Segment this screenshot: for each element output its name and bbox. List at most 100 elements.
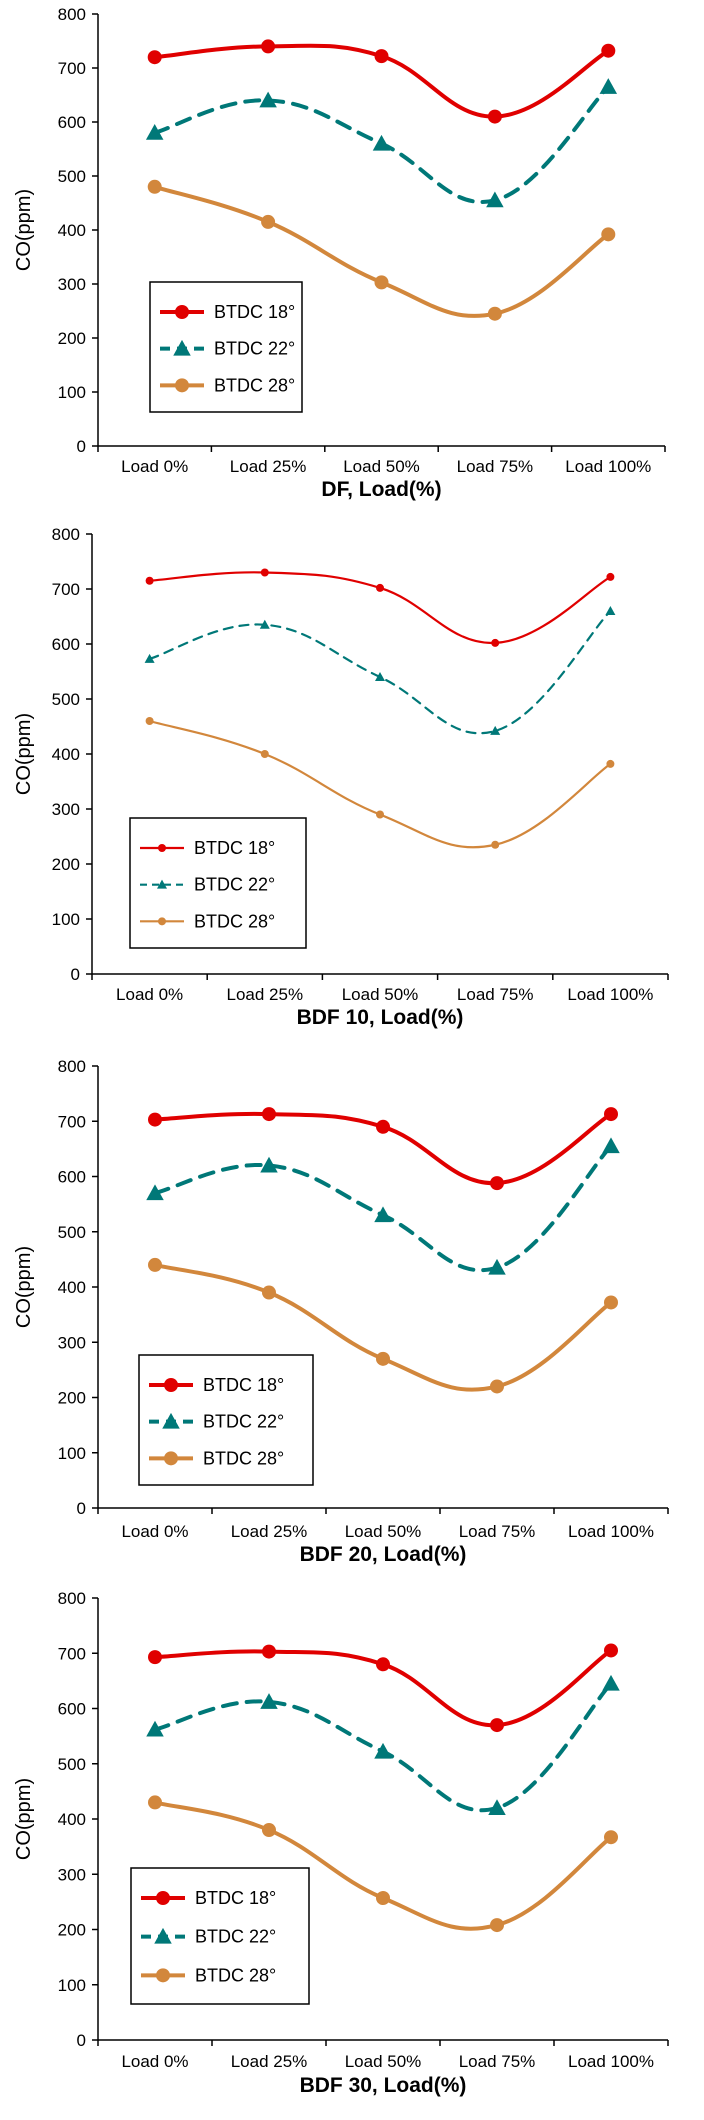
data-point: [260, 1693, 278, 1709]
y-tick-label: 300: [58, 275, 86, 294]
legend-label: BTDC 22°: [195, 1927, 276, 1947]
series-1: [147, 39, 616, 124]
data-point: [146, 1720, 164, 1737]
series-line: [148, 609, 612, 735]
y-tick-label: 400: [58, 221, 86, 240]
series-2: [146, 1674, 620, 1815]
data-point: [144, 653, 155, 663]
y-tick-label: 400: [52, 745, 80, 764]
y-tick-label: 500: [58, 1755, 86, 1774]
y-tick-label: 500: [52, 690, 80, 709]
data-point: [376, 1351, 390, 1366]
y-tick-label: 800: [58, 5, 86, 24]
y-tick-label: 600: [58, 1700, 86, 1719]
series-line: [153, 1648, 613, 1728]
x-tick-label: Load 100%: [565, 457, 651, 476]
series-2: [145, 78, 618, 208]
data-point: [261, 214, 276, 229]
legend-swatch-marker: [175, 378, 189, 393]
data-point: [490, 725, 501, 735]
y-tick-label: 600: [52, 635, 80, 654]
chart-panel-3: 0 100 200 300 400 500 600 700 800 Load 0% Load 25%…: [13, 1057, 669, 1566]
data-point: [148, 1795, 162, 1810]
data-point: [259, 91, 277, 108]
data-point: [605, 606, 616, 615]
legend-label: BTDC 28°: [214, 375, 295, 395]
data-point: [262, 1285, 276, 1300]
data-point: [602, 1137, 620, 1154]
series-3: [148, 1795, 618, 1933]
series-3: [148, 1257, 618, 1394]
legend-swatch-marker: [162, 1412, 180, 1429]
x-tick-label: Load 25%: [227, 985, 304, 1004]
data-point: [488, 1258, 506, 1275]
data-point: [374, 1206, 392, 1223]
legend-label: BTDC 18°: [194, 838, 275, 858]
y-tick-label: 400: [58, 1810, 86, 1829]
data-point: [375, 672, 385, 681]
data-point: [376, 1891, 390, 1906]
legend-swatch-marker: [175, 305, 189, 319]
data-point: [376, 810, 384, 819]
data-point: [372, 134, 391, 151]
data-point: [261, 39, 276, 54]
y-axis-label: CO(ppm): [13, 1778, 35, 1860]
data-point: [376, 1119, 390, 1134]
y-axis-label: CO(ppm): [13, 713, 35, 795]
series-3: [147, 179, 616, 321]
y-tick-label: 200: [58, 1921, 86, 1940]
data-point: [601, 43, 616, 58]
legend-swatch-marker: [158, 844, 166, 852]
legend: BTDC 18° BTDC 22° BTDC 28°: [129, 817, 307, 949]
y-tick-label: 0: [71, 965, 80, 984]
x-tick-label: Load 0%: [116, 985, 183, 1004]
x-tick-label: Load 0%: [121, 1522, 188, 1541]
series-line: [148, 571, 612, 645]
data-point: [147, 179, 162, 194]
data-point: [374, 1742, 392, 1759]
legend: BTDC 18° BTDC 22° BTDC 28°: [149, 281, 303, 413]
y-tick-label: 100: [52, 910, 80, 929]
x-tick-label: Load 25%: [231, 2052, 308, 2071]
x-tick-label: Load 100%: [568, 2052, 654, 2071]
legend-swatch-marker: [154, 1927, 172, 1944]
y-tick-label: 700: [52, 580, 80, 599]
data-point: [490, 1918, 504, 1933]
data-point: [491, 638, 500, 647]
y-tick-label: 100: [58, 383, 86, 402]
data-point: [486, 191, 504, 208]
data-point: [604, 1643, 618, 1658]
x-axis-label: BDF 20, Load(%): [300, 1543, 467, 1566]
legend-box: [149, 281, 303, 413]
legend-swatch-marker: [164, 1378, 178, 1392]
legend-label: BTDC 22°: [214, 339, 295, 359]
data-point: [490, 1176, 504, 1191]
y-tick-label: 200: [58, 1389, 86, 1408]
x-axis-label: DF, Load(%): [321, 478, 441, 501]
x-tick-label: Load 50%: [343, 457, 420, 476]
data-point: [376, 1657, 390, 1672]
data-point: [604, 1295, 618, 1310]
legend-label: BTDC 18°: [195, 1888, 276, 1908]
x-tick-label: Load 100%: [567, 985, 653, 1004]
chart-panel-4: 0 100 200 300 400 500 600 700 800 Load 0% Load 25%…: [13, 1589, 669, 2097]
data-point: [262, 1107, 276, 1122]
x-tick-label: Load 0%: [121, 2052, 188, 2071]
y-axis-label: CO(ppm): [13, 189, 35, 271]
legend-label: BTDC 18°: [203, 1375, 284, 1395]
data-point: [147, 50, 162, 65]
y-tick-label: 300: [58, 1333, 86, 1352]
series-1: [148, 1643, 618, 1733]
data-point: [490, 1379, 504, 1394]
x-tick-label: Load 50%: [342, 985, 419, 1004]
legend: BTDC 18° BTDC 22° BTDC 28°: [130, 1867, 310, 2005]
y-tick-label: 100: [58, 1976, 86, 1995]
y-tick-label: 0: [77, 437, 86, 456]
data-point: [145, 576, 154, 585]
legend-label: BTDC 28°: [194, 911, 275, 931]
y-tick-label: 100: [58, 1444, 86, 1463]
legend: BTDC 18° BTDC 22° BTDC 28°: [138, 1354, 314, 1486]
legend-swatch-marker: [156, 1891, 170, 1905]
